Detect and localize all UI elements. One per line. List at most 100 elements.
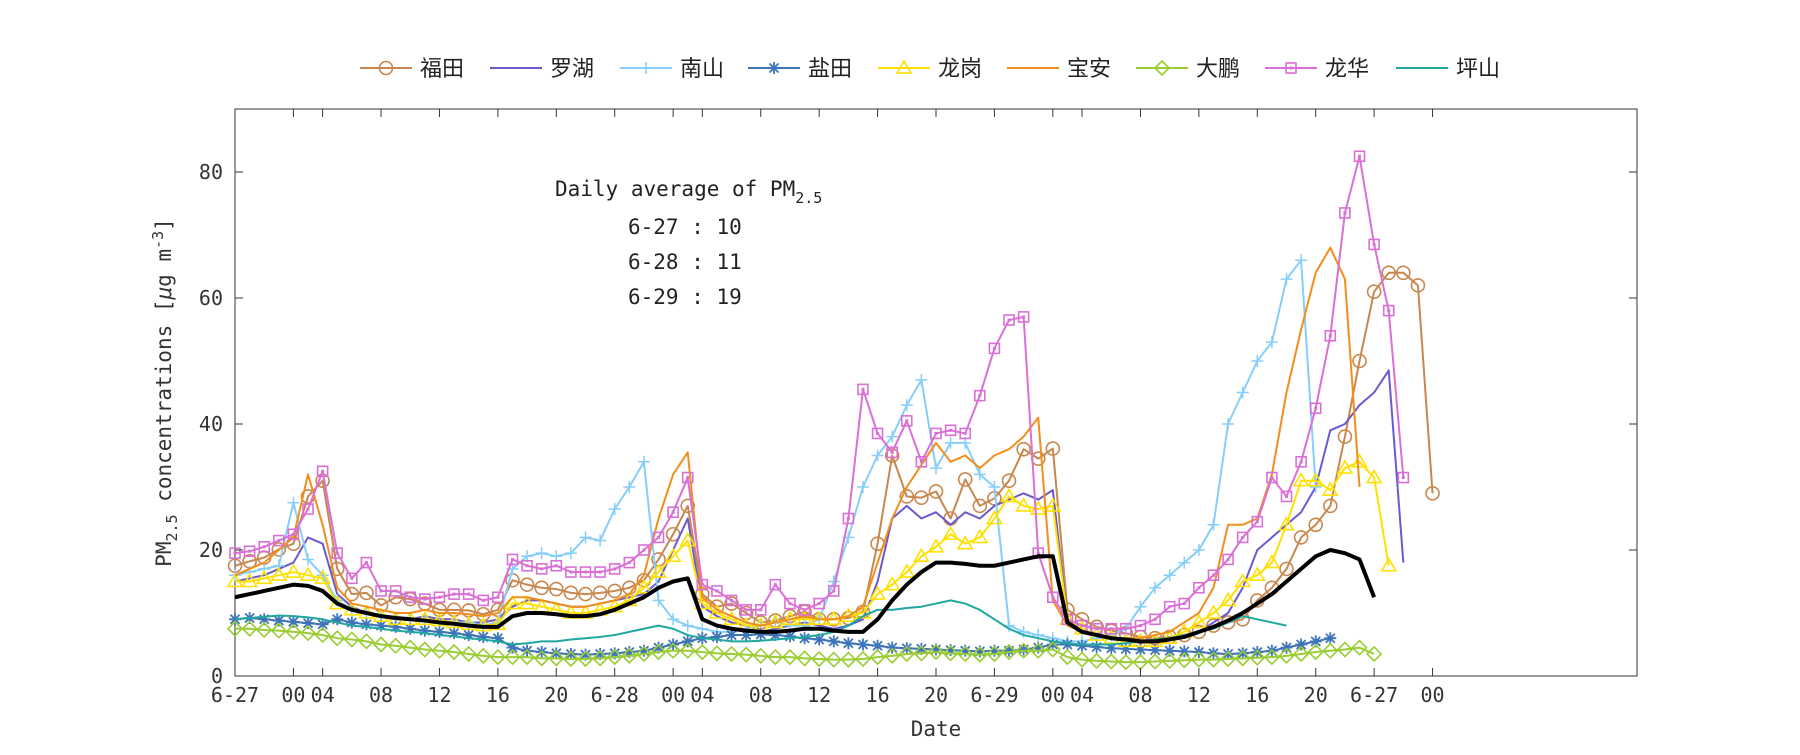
data-point: [241, 620, 258, 637]
data-point: [1248, 566, 1266, 582]
x-tick-label: 04: [690, 683, 714, 707]
data-point-inner: [642, 548, 646, 552]
data-point: [1365, 645, 1383, 663]
data-point: [579, 648, 592, 661]
data-point-inner: [949, 428, 953, 432]
data-point-inner: [394, 589, 398, 593]
data-point: [1076, 639, 1089, 652]
data-point: [854, 604, 872, 619]
data-point-inner: [437, 595, 441, 599]
data-point: [608, 503, 621, 516]
data-point-inner: [1211, 573, 1215, 577]
data-point-inner: [671, 510, 675, 514]
data-point: [1191, 624, 1207, 640]
data-point: [898, 645, 915, 663]
data-point: [840, 651, 857, 668]
data-point: [1380, 557, 1398, 572]
x-tick-label: 20: [544, 683, 568, 707]
data-point: [504, 594, 521, 610]
data-point: [1017, 643, 1030, 656]
data-point: [448, 588, 460, 600]
data-point: [623, 646, 636, 659]
data-point: [781, 648, 799, 666]
data-point: [930, 427, 942, 440]
data-point: [1324, 632, 1337, 645]
data-point: [1047, 591, 1059, 604]
data-point: [492, 591, 504, 604]
x-tick-label: 08: [749, 683, 773, 707]
data-point: [783, 630, 796, 643]
data-point: [404, 591, 417, 604]
data-point: [915, 455, 928, 468]
data-point: [1321, 481, 1339, 496]
data-point: [419, 593, 431, 605]
data-point: [1153, 59, 1171, 77]
x-tick-label: 6-28: [591, 683, 639, 707]
data-point: [1365, 468, 1383, 484]
x-tick-label: 20: [924, 683, 948, 707]
data-point: [839, 607, 857, 622]
data-point-inner: [1124, 627, 1128, 631]
legend-item: 盐田: [748, 57, 852, 82]
data-point-inner: [1168, 605, 1172, 609]
data-point-inner: [1372, 242, 1376, 246]
data-point: [667, 613, 680, 626]
x-tick-label: 00: [661, 683, 685, 707]
data-point: [1278, 647, 1295, 664]
data-point: [681, 619, 694, 632]
data-point: [871, 449, 884, 462]
data-point: [1236, 531, 1249, 544]
data-point: [900, 399, 913, 412]
legend-label: 坪山: [1456, 57, 1500, 82]
y-tick-label: 0: [211, 664, 223, 688]
data-point: [1339, 207, 1351, 219]
data-point: [798, 632, 811, 645]
data-point: [944, 424, 957, 437]
data-point: [375, 619, 388, 632]
legend-item: 南山: [620, 57, 724, 82]
data-point: [534, 580, 549, 596]
data-point: [694, 643, 711, 661]
data-point: [1003, 644, 1016, 657]
data-point: [314, 626, 331, 644]
data-point-inner: [700, 583, 704, 587]
data-point-inner: [262, 545, 266, 549]
data-point: [971, 646, 988, 663]
data-point: [740, 604, 752, 616]
data-point: [607, 583, 623, 599]
data-point: [679, 531, 697, 547]
data-point: [854, 650, 872, 668]
data-point-inner: [1401, 476, 1405, 480]
legend: 福田 罗湖 南山 盐田 龙岗 宝安 大鹏 龙华 坪山: [360, 57, 1500, 82]
data-point: [445, 643, 463, 661]
data-point: [927, 643, 945, 661]
data-point: [477, 630, 490, 643]
legend-label: 罗湖: [550, 57, 594, 82]
data-point: [679, 642, 696, 659]
data-point-inner: [277, 539, 281, 543]
data-point-inner: [1328, 334, 1332, 338]
data-point: [667, 506, 679, 519]
data-point: [432, 602, 447, 618]
data-point-inner: [598, 570, 602, 574]
data-point-inner: [525, 564, 529, 568]
data-point: [1278, 516, 1295, 531]
data-point-inner: [1109, 627, 1113, 631]
data-point: [974, 389, 986, 402]
legend-label: 宝安: [1067, 57, 1111, 82]
data-point-inner: [467, 592, 471, 596]
series-宝安: [234, 246, 1361, 640]
data-point-inner: [890, 450, 894, 454]
data-point-inner: [1197, 586, 1201, 590]
data-point: [1410, 278, 1426, 293]
data-point: [358, 633, 375, 650]
data-point: [1249, 649, 1266, 666]
data-point: [986, 509, 1003, 525]
data-point: [1352, 353, 1367, 369]
data-point-inner: [788, 602, 792, 606]
data-point: [652, 594, 665, 607]
data-point: [579, 531, 592, 544]
data-point: [1178, 556, 1191, 569]
